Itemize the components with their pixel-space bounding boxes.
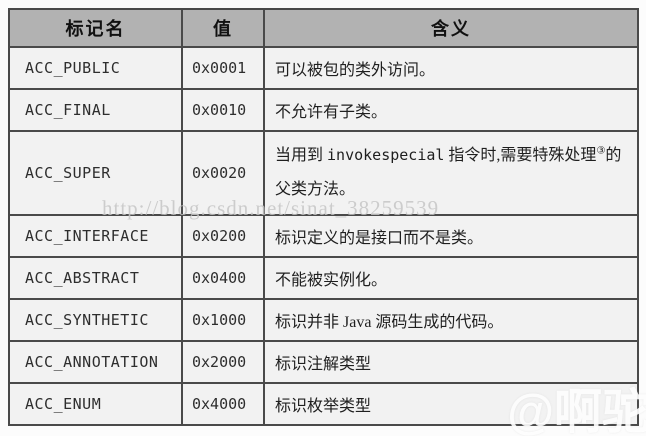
flag-meaning-cell: 标识枚举类型 xyxy=(263,382,639,426)
header-flag-name: 标记名 xyxy=(8,8,183,48)
flag-meaning-cell: 标识并非 Java 源码生成的代码。 xyxy=(263,298,639,342)
flag-meaning-cell: 标识定义的是接口而不是类。 xyxy=(263,214,639,258)
access-flags-table: 标记名 值 含义 ACC_PUBLIC 0x0001 可以被包的类外访问。 AC… xyxy=(8,8,639,426)
header-value: 值 xyxy=(181,8,265,48)
meaning-text: 指令时,需要特殊处理 xyxy=(444,147,597,165)
table-row: ACC_ENUM 0x4000 标识枚举类型 xyxy=(8,382,639,426)
meaning-text: 当用到 xyxy=(275,147,328,165)
table-row: ACC_SUPER 0x0020 当用到 invokespecial 指令时,需… xyxy=(8,130,639,216)
flag-name-cell: ACC_PUBLIC xyxy=(8,46,183,90)
flag-name-cell: ACC_FINAL xyxy=(8,88,183,132)
header-meaning: 含义 xyxy=(263,8,639,48)
table-row: ACC_ABSTRACT 0x0400 不能被实例化。 xyxy=(8,256,639,300)
flag-value-cell: 0x1000 xyxy=(181,298,265,342)
meaning-text: 的 xyxy=(605,147,622,165)
table-row: ACC_FINAL 0x0010 不允许有子类。 xyxy=(8,88,639,132)
table-row: ACC_PUBLIC 0x0001 可以被包的类外访问。 xyxy=(8,46,639,90)
meaning-line-1: 当用到 invokespecial 指令时,需要特殊处理③的 xyxy=(275,147,636,165)
meaning-line-2: 父类方法。 xyxy=(275,181,356,198)
table-row: ACC_SYNTHETIC 0x1000 标识并非 Java 源码生成的代码。 xyxy=(8,298,639,342)
table-row: ACC_ANNOTATION 0x2000 标识注解类型 xyxy=(8,340,639,384)
flag-value-cell: 0x4000 xyxy=(181,382,265,426)
flag-name-cell: ACC_SYNTHETIC xyxy=(8,298,183,342)
flag-value-cell: 0x2000 xyxy=(181,340,265,384)
flag-value-cell: 0x0020 xyxy=(181,130,265,216)
flag-name-cell: ACC_ENUM xyxy=(8,382,183,426)
flag-meaning-cell: 可以被包的类外访问。 xyxy=(263,46,639,90)
footnote-marker: ③ xyxy=(596,146,606,158)
flag-value-cell: 0x0010 xyxy=(181,88,265,132)
flag-value-cell: 0x0001 xyxy=(181,46,265,90)
flag-name-cell: ACC_SUPER xyxy=(8,130,183,216)
flag-meaning-cell: 不允许有子类。 xyxy=(263,88,639,132)
table-header-row: 标记名 值 含义 xyxy=(8,8,639,48)
flag-value-cell: 0x0200 xyxy=(181,214,265,258)
flag-name-cell: ACC_INTERFACE xyxy=(8,214,183,258)
inline-code: invokespecial xyxy=(327,146,445,165)
flag-name-cell: ACC_ABSTRACT xyxy=(8,256,183,300)
flag-meaning-cell: 当用到 invokespecial 指令时,需要特殊处理③的 父类方法。 xyxy=(263,130,639,216)
flag-value-cell: 0x0400 xyxy=(181,256,265,300)
flag-meaning-cell: 标识注解类型 xyxy=(263,340,639,384)
flag-name-cell: ACC_ANNOTATION xyxy=(8,340,183,384)
flag-meaning-cell: 不能被实例化。 xyxy=(263,256,639,300)
table-row: ACC_INTERFACE 0x0200 标识定义的是接口而不是类。 xyxy=(8,214,639,258)
